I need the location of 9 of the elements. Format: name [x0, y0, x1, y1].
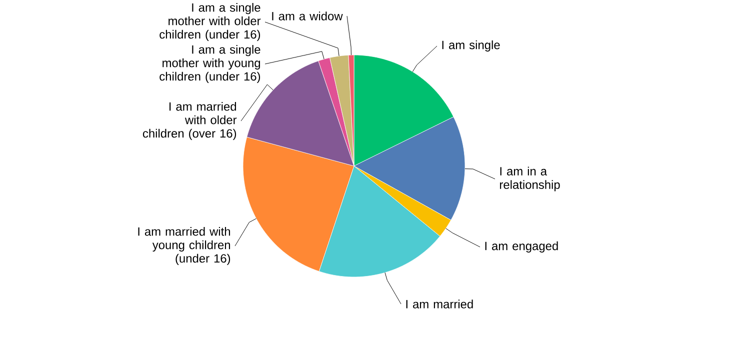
slice-label: I am married with older children (over 16) [142, 102, 237, 140]
slice-label: I am engaged [485, 241, 558, 253]
slice-label: I am a single mother with older children (under 16) [160, 2, 261, 42]
slice-label: I am married with young children (under 16) [138, 226, 230, 266]
slice-label: I am married [406, 300, 473, 308]
slice-label: I am in a relationship [500, 166, 560, 192]
slice-label: I am single [442, 40, 500, 52]
slice-label: I am a widow [272, 12, 343, 20]
slice-label: I am a single mother with young children (under 16) [160, 44, 260, 84]
